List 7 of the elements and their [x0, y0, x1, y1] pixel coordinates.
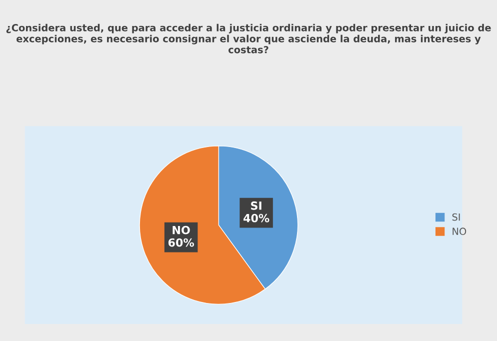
slice-label: SI [251, 201, 262, 210]
legend-label: SI [452, 213, 460, 221]
slice-label: NO [172, 226, 190, 234]
legend-label: NO [452, 228, 466, 236]
data-label: 60% [168, 238, 194, 247]
chart-title: ¿Considera usted, que para acceder a la justicia ordinaria y poder presentar un juicio de excepciones, es necesario consignar el valor que asciende la deuda, mas intereses y costas? [6, 24, 491, 54]
data-label: 40% [244, 214, 270, 222]
